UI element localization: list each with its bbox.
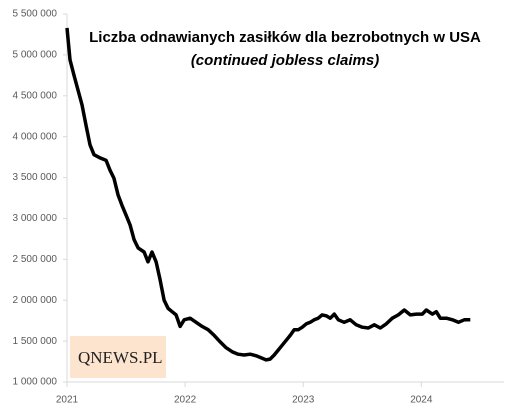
x-tick-label: 2023 <box>292 395 315 406</box>
y-tick-label: 2 000 000 <box>13 295 58 306</box>
logo-box <box>70 336 166 378</box>
y-tick-label: 3 500 000 <box>13 172 58 183</box>
x-tick-label: 2024 <box>410 395 433 406</box>
y-tick-label: 1 500 000 <box>13 336 58 347</box>
x-tick-label: 2021 <box>56 395 79 406</box>
chart-subtitle: (continued jobless claims) <box>191 52 379 69</box>
data-line <box>65 27 471 362</box>
y-tick-label: 2 500 000 <box>13 254 58 265</box>
logo: QNEWS.PL <box>78 348 163 367</box>
chart-title: Liczba odnawianych zasiłków dla bezrobot… <box>89 29 481 46</box>
y-tick-label: 4 000 000 <box>13 131 58 142</box>
y-tick-label: 3 000 000 <box>13 213 58 224</box>
y-tick-label: 1 000 000 <box>13 377 58 388</box>
y-tick-label: 4 500 000 <box>13 90 58 101</box>
y-tick-label: 5 500 000 <box>13 9 58 20</box>
y-tick-label: 5 000 000 <box>13 50 58 61</box>
x-tick-label: 2022 <box>174 395 197 406</box>
